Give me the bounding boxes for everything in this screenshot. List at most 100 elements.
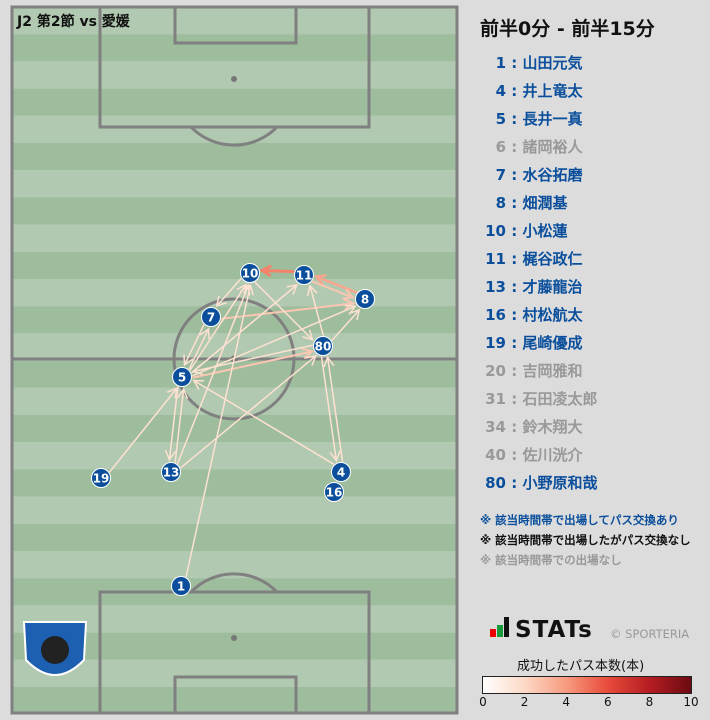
pitch-stripe xyxy=(12,659,457,687)
pass-arrow xyxy=(192,350,313,379)
pass-arrowhead xyxy=(199,327,210,340)
player-list: 1 : 山田元気 4 : 井上竜太 5 : 長井一真 6 : 諸岡裕人 7 : 水谷拓磨… xyxy=(480,52,597,500)
player-marker-number: 16 xyxy=(326,486,343,500)
player-number: 11 xyxy=(485,250,506,268)
pass-arrowhead xyxy=(305,354,317,366)
pass-arrow xyxy=(192,305,356,377)
player-name: 鈴木翔大 xyxy=(522,418,583,436)
pitch-stripe xyxy=(12,387,457,415)
pass-arrow xyxy=(192,344,313,373)
player-list-item: 19 : 尾崎優成 xyxy=(480,332,597,360)
pitch-stripe xyxy=(12,143,457,171)
pitch-stripe xyxy=(12,469,457,497)
player-name: 水谷拓磨 xyxy=(522,166,583,184)
player-name: 村松航太 xyxy=(522,306,583,324)
pitch-stripe xyxy=(12,7,457,35)
player-number: 31 xyxy=(485,390,506,408)
pass-arrow xyxy=(109,387,178,473)
pass-arrowhead xyxy=(343,298,356,311)
pitch-stripe xyxy=(12,496,457,524)
player-list-item: 5 : 長井一真 xyxy=(480,108,597,136)
colorbar-tick: 6 xyxy=(603,695,612,709)
pass-arrow xyxy=(216,277,242,307)
player-marker-number: 4 xyxy=(337,466,345,480)
colorbar-title: 成功したパス本数(本) xyxy=(517,659,645,674)
player-marker-number: 10 xyxy=(242,267,259,281)
player-list-item: 31 : 石田凌太郎 xyxy=(480,388,597,416)
top-penalty-spot xyxy=(231,76,237,82)
pass-arrow xyxy=(191,284,298,374)
player-number: 5 xyxy=(495,110,506,128)
player-number: 7 xyxy=(495,166,506,184)
pass-arrowhead xyxy=(313,274,327,286)
pass-arrowhead xyxy=(301,347,314,360)
colorbar-tick: 2 xyxy=(520,695,529,709)
pass-arrow xyxy=(320,356,338,461)
player-marker xyxy=(294,265,314,285)
match-title: J2 第2節 vs 愛媛 xyxy=(17,14,130,30)
pass-arrow xyxy=(254,281,313,341)
legend-notes: ※ 該当時間帯で出場してパス交換あり ※ 該当時間帯で出場したがパス交換なし ※… xyxy=(480,510,691,570)
pass-arrow xyxy=(174,389,185,463)
pass-arrowhead xyxy=(344,304,357,316)
player-marker xyxy=(240,263,260,283)
pass-arrowhead xyxy=(164,449,177,462)
player-marker-number: 13 xyxy=(163,466,180,480)
player-number: 80 xyxy=(485,474,506,492)
player-marker xyxy=(91,468,111,488)
player-marker xyxy=(201,307,221,327)
player-number: 19 xyxy=(485,334,506,352)
player-list-item: 80 : 小野原和哉 xyxy=(480,472,597,500)
pass-arrow xyxy=(180,355,317,469)
pitch-stripe xyxy=(12,170,457,198)
player-list-item: 7 : 水谷拓磨 xyxy=(480,164,597,192)
player-list-item: 20 : 吉岡雅和 xyxy=(480,360,597,388)
colorbar-tick: 0 xyxy=(479,695,487,709)
pass-arrowhead xyxy=(183,354,194,367)
colorbar-tick: 8 xyxy=(645,695,654,709)
player-name: 小松蓮 xyxy=(522,222,568,240)
pitch-stripe xyxy=(12,224,457,252)
player-number: 1 xyxy=(495,54,506,72)
player-list-item: 1 : 山田元気 xyxy=(480,52,597,80)
pass-arrow xyxy=(262,268,295,274)
player-marker-number: 80 xyxy=(315,340,332,354)
player-number: 13 xyxy=(485,278,506,296)
pass-arrow xyxy=(331,309,360,342)
player-number: 20 xyxy=(485,362,506,380)
bottom-penalty-arc xyxy=(189,572,279,594)
pass-arrowhead xyxy=(349,308,361,321)
player-name: 石田凌太郎 xyxy=(522,390,598,408)
player-name: 吉岡雅和 xyxy=(522,362,583,380)
pass-arrowhead xyxy=(192,379,205,390)
pass-arrowhead xyxy=(286,284,298,295)
player-list-item: 4 : 井上竜太 xyxy=(480,80,597,108)
pass-arrow xyxy=(183,324,205,366)
player-marker xyxy=(355,289,375,309)
player-list-item: 40 : 佐川洸介 xyxy=(480,444,597,472)
pass-arrow xyxy=(326,357,344,462)
pitch: 1 4 5 7 8 10 11 13 16 19 80 xyxy=(10,5,459,715)
pass-arrow xyxy=(185,285,252,578)
player-marker xyxy=(161,462,181,482)
pass-arrow xyxy=(188,328,210,370)
bar-chart-icon xyxy=(490,629,496,637)
pitch-stripe xyxy=(12,523,457,551)
player-list-item: 16 : 村松航太 xyxy=(480,304,597,332)
pass-arrow xyxy=(309,285,325,336)
player-marker-number: 8 xyxy=(361,293,369,307)
top-goal-box xyxy=(173,5,298,45)
stats-logo: STATs xyxy=(490,617,593,643)
player-name: 畑潤基 xyxy=(522,194,568,212)
player-name: 才藤龍治 xyxy=(522,278,583,296)
pass-arrow xyxy=(176,284,250,465)
player-list-item: 8 : 畑潤基 xyxy=(480,192,597,220)
pitch-stripe xyxy=(12,115,457,143)
colorbar xyxy=(482,676,692,694)
pitch-stripe xyxy=(12,442,457,470)
pass-arrow xyxy=(189,284,247,371)
player-marker-number: 19 xyxy=(93,472,110,486)
colorbar-tick: 4 xyxy=(562,695,570,709)
player-marker xyxy=(313,336,333,356)
player-number: 34 xyxy=(485,418,506,436)
